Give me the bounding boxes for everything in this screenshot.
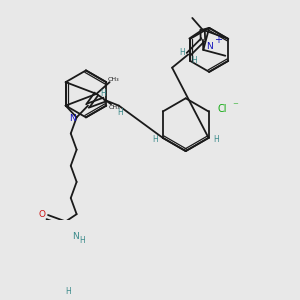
Text: H: H (100, 89, 106, 98)
Text: +: + (214, 34, 222, 45)
Text: H: H (213, 135, 219, 144)
Text: N: N (73, 232, 79, 241)
Text: N: N (206, 42, 212, 51)
Text: O: O (39, 210, 46, 219)
Text: ⁻: ⁻ (232, 101, 238, 111)
Text: N: N (69, 114, 76, 123)
Text: H: H (117, 109, 123, 118)
Text: H: H (179, 49, 185, 58)
Text: CH₃: CH₃ (107, 77, 119, 82)
Text: H: H (66, 287, 71, 296)
Text: H: H (191, 56, 197, 65)
Text: CH₃: CH₃ (109, 105, 121, 110)
Text: H: H (80, 236, 85, 245)
Text: H: H (153, 135, 158, 144)
Text: Cl: Cl (218, 103, 227, 114)
